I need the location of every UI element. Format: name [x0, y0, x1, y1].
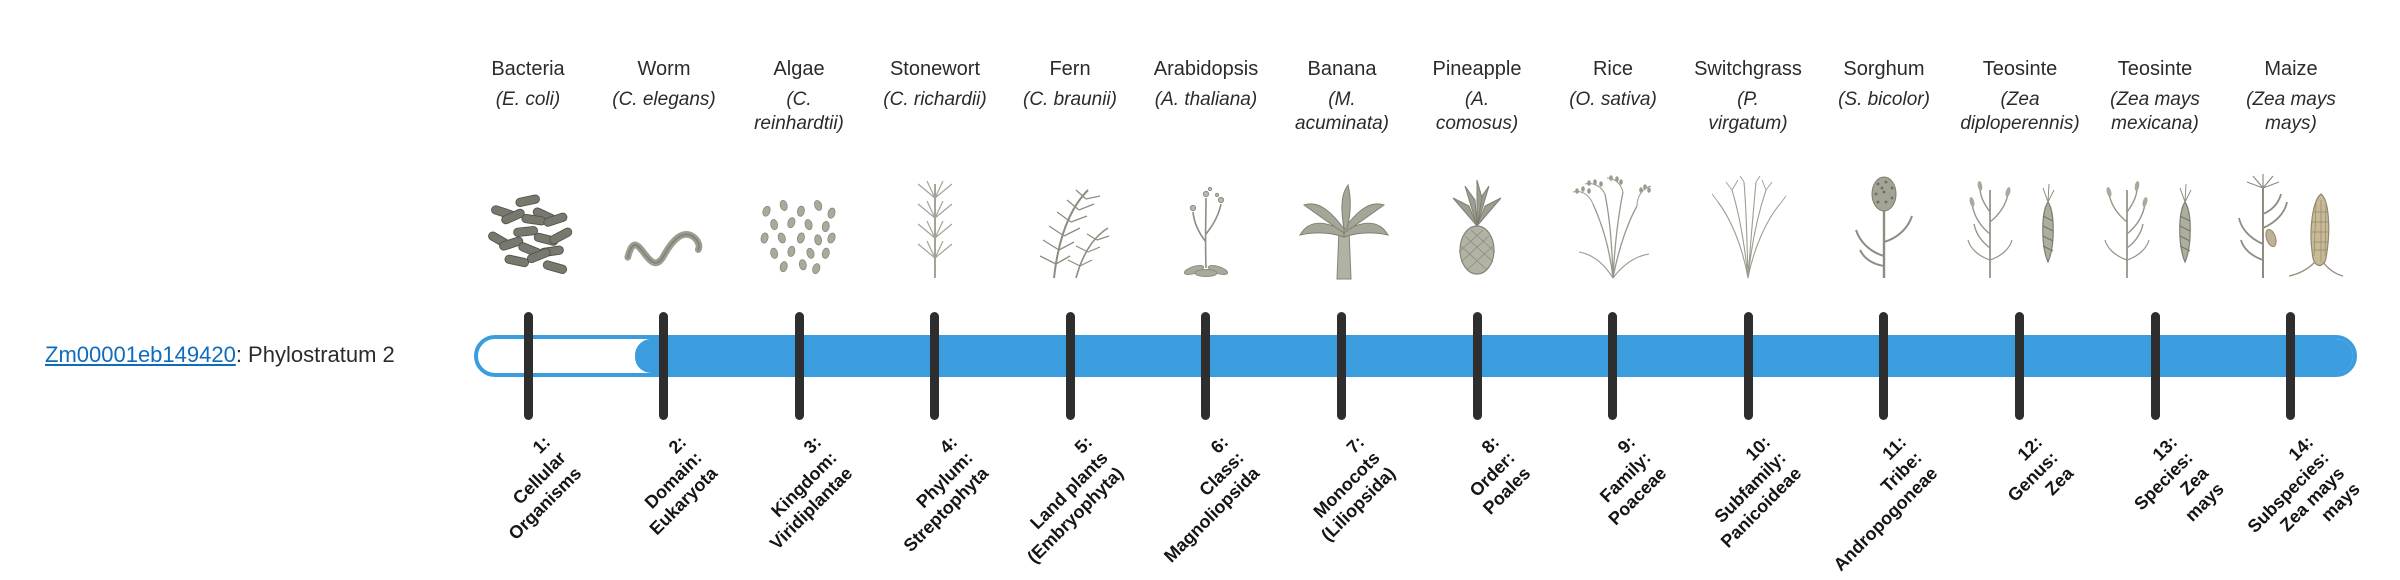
phylostrata-bar-track — [474, 335, 2357, 377]
stonewort-illustration — [860, 152, 1010, 282]
gene-id-link[interactable]: Zm00001eb149420 — [45, 342, 236, 367]
maize-illustration — [2216, 152, 2366, 282]
pineapple-illustration — [1402, 152, 1552, 282]
gene-label: Zm00001eb149420: Phylostratum 2 — [45, 342, 395, 368]
phylostratum-tick-6 — [1201, 312, 1210, 420]
stratum-label-1: 1: Cellular Organisms — [504, 432, 586, 544]
organism-column-switchgrass: Switchgrass (P. virgatum) — [1673, 58, 1823, 282]
organism-column-banana: Banana (M. acuminata) — [1267, 58, 1417, 282]
organism-column-worm: Worm (C. elegans) — [589, 58, 739, 282]
organism-scientific-name: (E. coli) — [495, 89, 561, 110]
organism-scientific-name: (Zea mays mexicana) — [2110, 89, 2200, 135]
organism-column-stonewort: Stonewort (C. richardii) — [860, 58, 1010, 282]
organism-common-name: Bacteria — [491, 58, 565, 80]
organism-scientific-name: (Zea mays mays) — [2246, 89, 2336, 135]
organism-column-teosinte-mexicana: Teosinte (Zea mays mexicana) — [2080, 58, 2230, 282]
organism-common-name: Banana — [1307, 58, 1377, 80]
organism-scientific-name: (A. thaliana) — [1154, 89, 1258, 110]
organism-common-name: Fern — [1049, 58, 1091, 80]
phylostratum-tick-7 — [1337, 312, 1346, 420]
fern-illustration — [995, 152, 1145, 282]
phylostratum-tick-13 — [2151, 312, 2160, 420]
organism-scientific-name: (S. bicolor) — [1838, 89, 1930, 110]
arabidopsis-illustration — [1131, 152, 1281, 282]
organism-common-name: Stonewort — [889, 58, 981, 80]
organism-common-name: Teosinte — [1982, 58, 2058, 80]
organism-common-name: Algae — [773, 58, 825, 80]
banana-illustration — [1267, 152, 1417, 282]
organism-common-name: Worm — [637, 58, 691, 80]
phylostratum-text: : Phylostratum 2 — [235, 342, 395, 367]
phylostratum-tick-9 — [1608, 312, 1617, 420]
organism-column-algae: Algae (C. reinhardtii) — [724, 58, 874, 282]
organism-scientific-name: (Zea diploperennis) — [1960, 89, 2080, 135]
phylostratum-tick-12 — [2015, 312, 2024, 420]
organism-column-maize: Maize (Zea mays mays) — [2216, 58, 2366, 282]
organism-column-bacteria: Bacteria (E. coli) — [453, 58, 603, 282]
phylostratum-tick-3 — [795, 312, 804, 420]
organism-common-name: Switchgrass — [1694, 58, 1802, 80]
organism-column-arabidopsis: Arabidopsis (A. thaliana) — [1131, 58, 1281, 282]
organism-scientific-name: (C. braunii) — [1023, 89, 1117, 110]
organism-column-fern: Fern (C. braunii) — [995, 58, 1145, 282]
teosinte-illustration — [1945, 152, 2095, 282]
phylostratum-tick-11 — [1879, 312, 1888, 420]
organism-column-pineapple: Pineapple (A. comosus) — [1402, 58, 1552, 282]
organism-common-name: Teosinte — [2117, 58, 2193, 80]
organism-scientific-name: (C. richardii) — [883, 89, 987, 110]
organism-scientific-name: (C. reinhardtii) — [754, 89, 844, 135]
organism-scientific-name: (P. virgatum) — [1708, 89, 1788, 135]
worm-illustration — [589, 152, 739, 282]
phylostratum-tick-14 — [2286, 312, 2295, 420]
algae-illustration — [724, 152, 874, 282]
organism-column-rice: Rice (O. sativa) — [1538, 58, 1688, 282]
phylostratum-tick-5 — [1066, 312, 1075, 420]
phylostratum-tick-1 — [524, 312, 533, 420]
organism-common-name: Pineapple — [1432, 58, 1522, 80]
sorghum-illustration — [1809, 152, 1959, 282]
phylostratum-tick-4 — [930, 312, 939, 420]
phylostrata-bar-fill — [635, 339, 2353, 373]
organism-scientific-name: (C. elegans) — [612, 89, 716, 110]
organism-column-teosinte-diploperennis: Teosinte (Zea diploperennis) — [1945, 58, 2095, 282]
organism-common-name: Maize — [2264, 58, 2318, 80]
phylostratum-tick-8 — [1473, 312, 1482, 420]
organism-common-name: Sorghum — [1843, 58, 1925, 80]
phylostratum-tick-2 — [659, 312, 668, 420]
organism-scientific-name: (A. comosus) — [1435, 89, 1519, 135]
organism-column-sorghum: Sorghum (S. bicolor) — [1809, 58, 1959, 282]
organism-common-name: Arabidopsis — [1153, 58, 1259, 80]
bacteria-illustration — [453, 152, 603, 282]
organism-common-name: Rice — [1592, 58, 1633, 80]
phylostratum-tick-10 — [1744, 312, 1753, 420]
rice-illustration — [1538, 152, 1688, 282]
organism-scientific-name: (O. sativa) — [1569, 89, 1657, 110]
teosinte-illustration — [2080, 152, 2230, 282]
switchgrass-illustration — [1673, 152, 1823, 282]
organism-scientific-name: (M. acuminata) — [1295, 89, 1389, 135]
